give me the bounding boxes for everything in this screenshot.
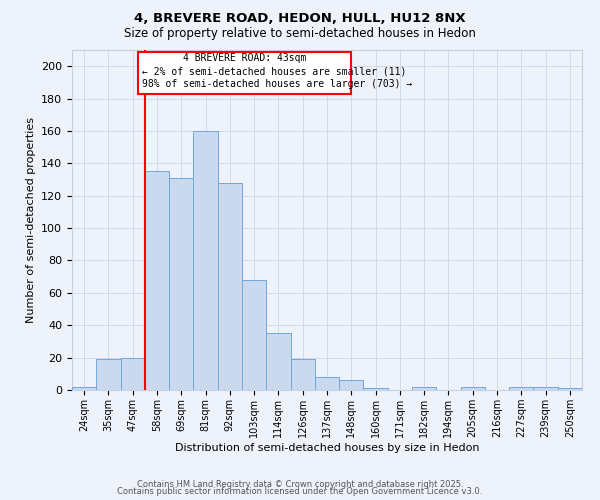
Bar [121,358,145,390]
Bar [315,377,339,390]
Bar [364,388,388,390]
Text: Size of property relative to semi-detached houses in Hedon: Size of property relative to semi-detach… [124,28,476,40]
FancyBboxPatch shape [137,52,351,94]
Bar [72,387,96,390]
Bar [96,359,121,390]
Bar [509,387,533,390]
Bar [242,280,266,390]
Bar [169,178,193,390]
Bar [290,359,315,390]
Bar [145,172,169,390]
Text: 98% of semi-detached houses are larger (703) →: 98% of semi-detached houses are larger (… [142,79,413,89]
Text: Contains HM Land Registry data © Crown copyright and database right 2025.: Contains HM Land Registry data © Crown c… [137,480,463,489]
Bar [412,387,436,390]
Bar [533,387,558,390]
Y-axis label: Number of semi-detached properties: Number of semi-detached properties [26,117,35,323]
Text: ← 2% of semi-detached houses are smaller (11): ← 2% of semi-detached houses are smaller… [142,66,407,76]
Bar [461,387,485,390]
Text: 4, BREVERE ROAD, HEDON, HULL, HU12 8NX: 4, BREVERE ROAD, HEDON, HULL, HU12 8NX [134,12,466,26]
Text: 4 BREVERE ROAD: 43sqm: 4 BREVERE ROAD: 43sqm [183,53,306,63]
Bar [193,131,218,390]
Bar [558,388,582,390]
Bar [339,380,364,390]
Bar [266,334,290,390]
Bar [218,183,242,390]
Text: Contains public sector information licensed under the Open Government Licence v3: Contains public sector information licen… [118,487,482,496]
X-axis label: Distribution of semi-detached houses by size in Hedon: Distribution of semi-detached houses by … [175,442,479,452]
